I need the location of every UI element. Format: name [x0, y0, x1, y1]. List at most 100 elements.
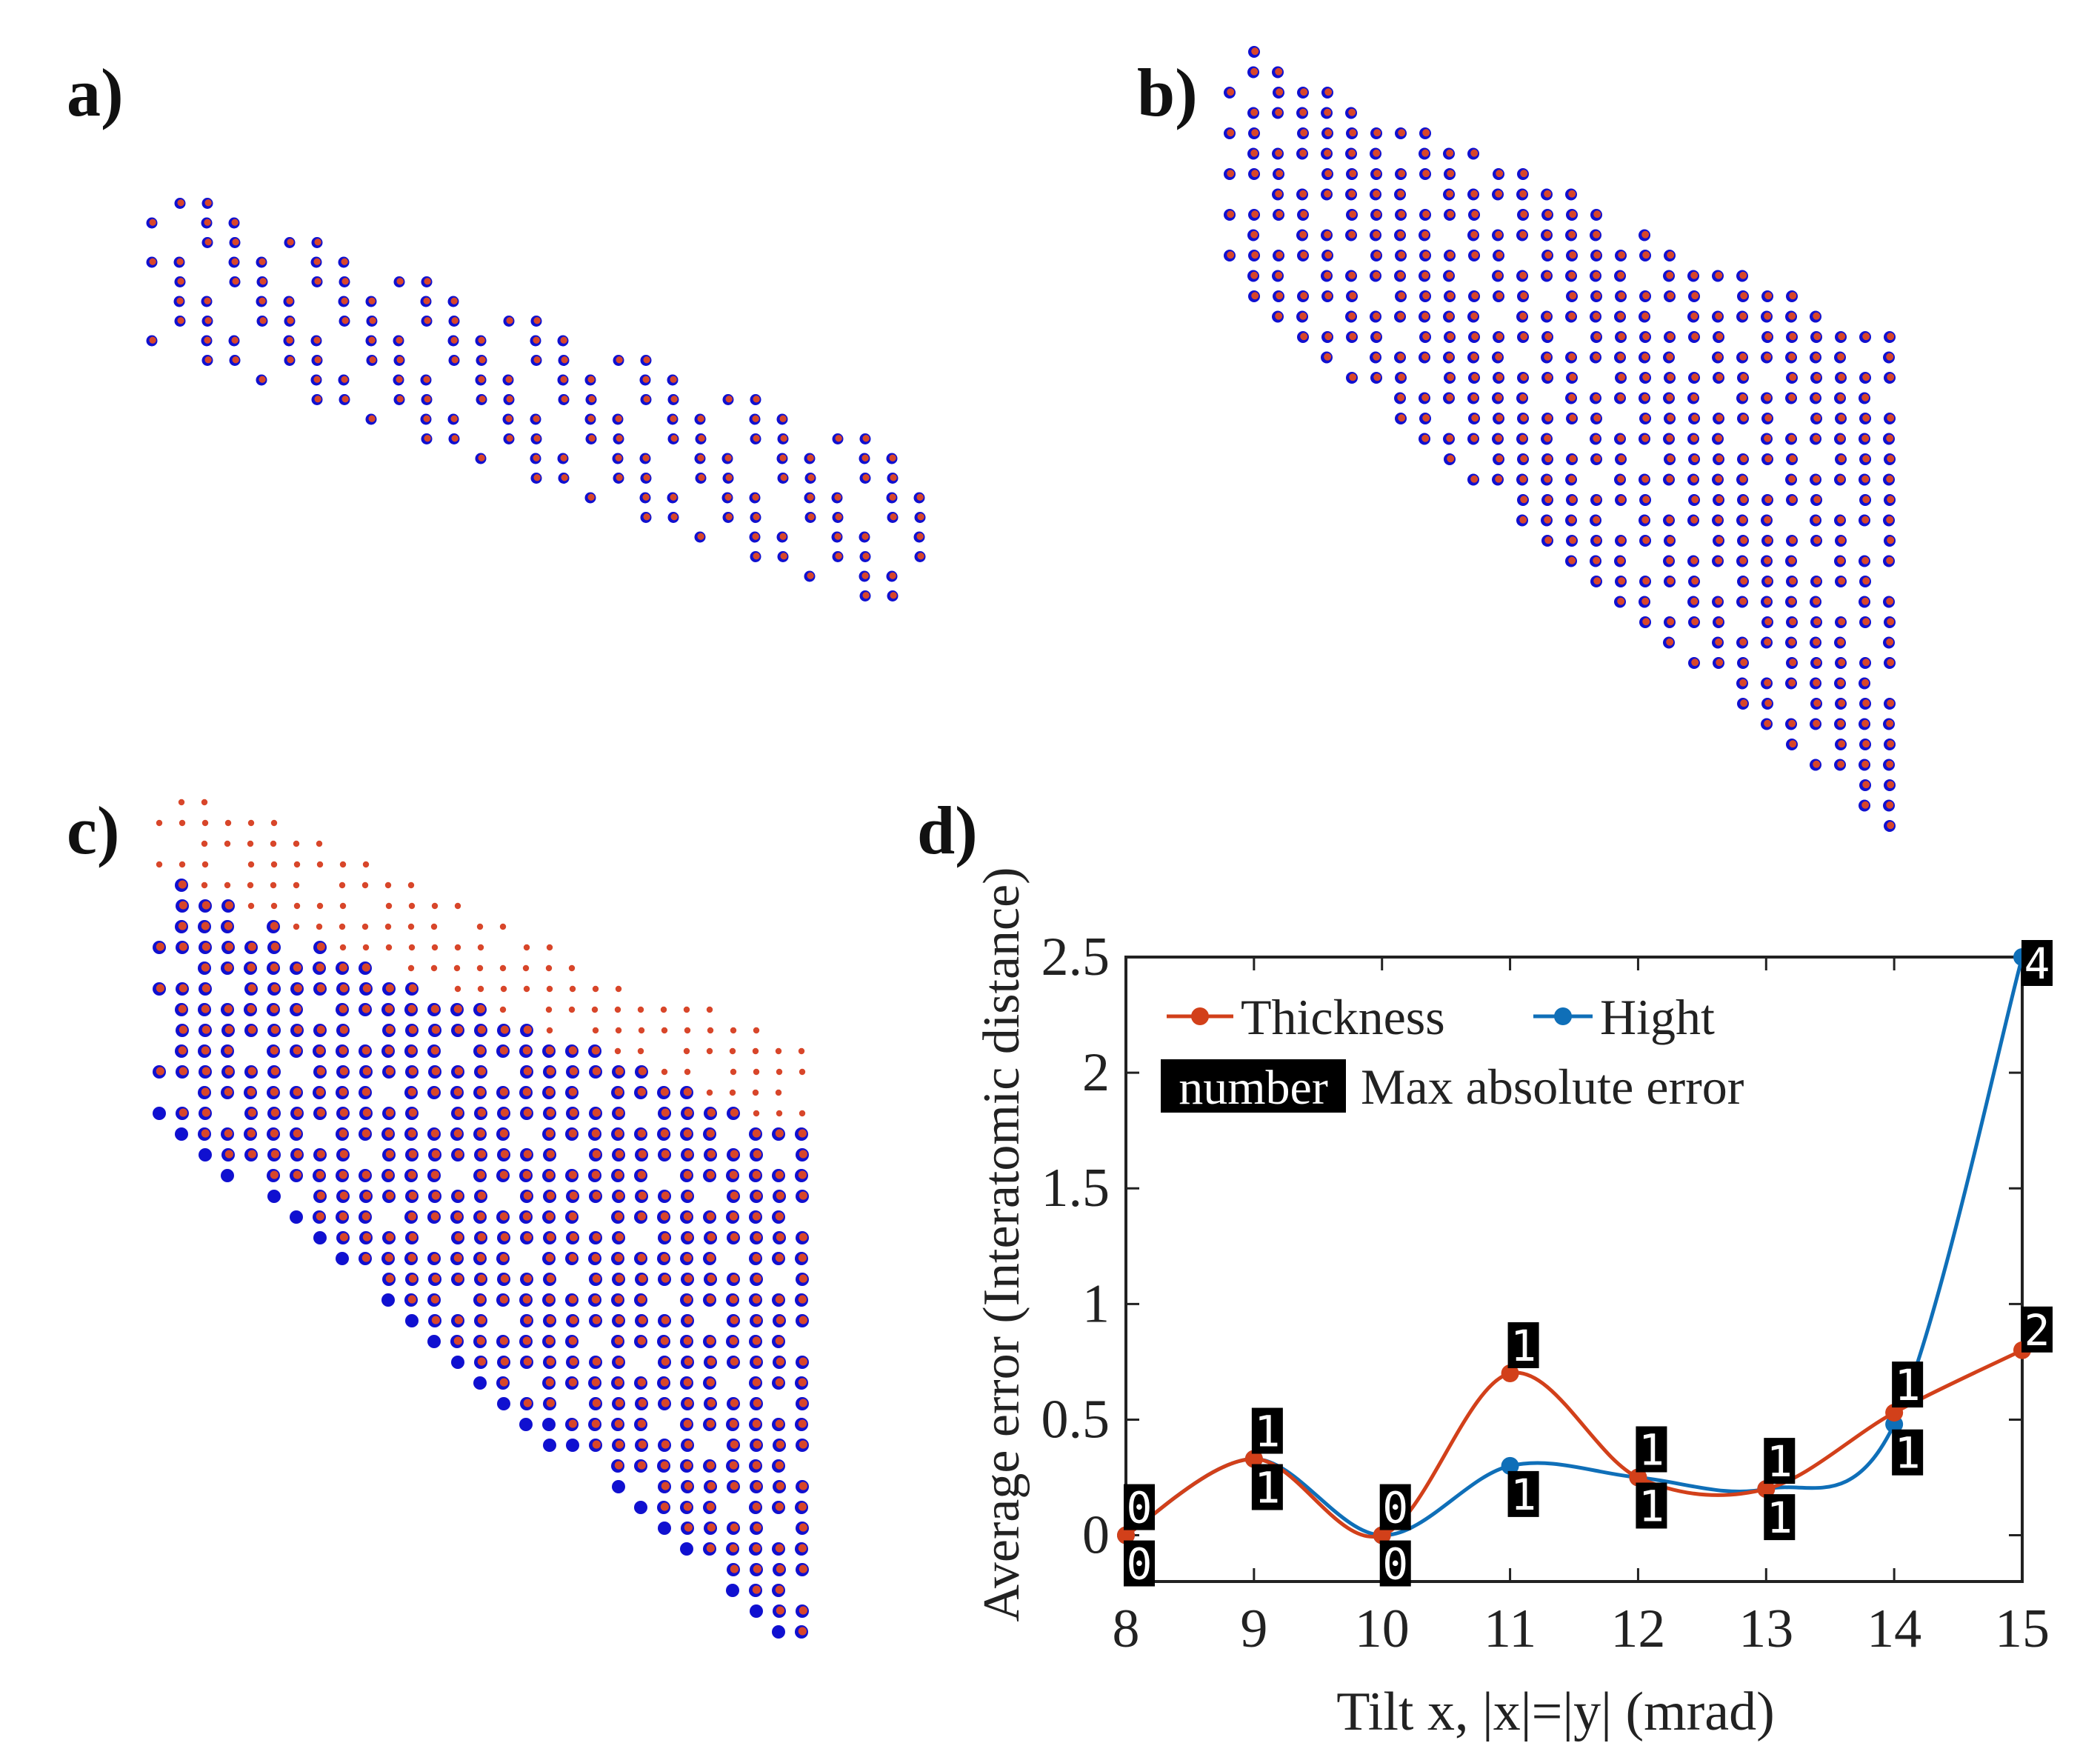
atom-dot — [1887, 455, 1895, 463]
atom-dot — [775, 1129, 784, 1138]
atom-dot — [450, 297, 458, 304]
atom-dot — [546, 1027, 553, 1034]
atom-dot — [835, 435, 842, 442]
atom-dot — [614, 1006, 621, 1013]
atom-dot — [1642, 414, 1650, 422]
atom-dot — [247, 840, 254, 847]
atom-dot — [807, 513, 815, 521]
atom-dot — [407, 1004, 416, 1013]
atom-dot — [177, 199, 184, 207]
atom-dot — [476, 923, 484, 930]
atom-dot — [1250, 149, 1259, 157]
atom-dot — [1471, 251, 1479, 259]
atom-dot — [615, 1274, 624, 1283]
atom-dot — [591, 1046, 600, 1055]
atom-dot — [752, 493, 759, 501]
atom-dot — [1813, 659, 1821, 667]
atom-dot — [156, 984, 164, 993]
y-tick-label: 1.5 — [1041, 1158, 1110, 1219]
atom-dot — [287, 239, 294, 246]
atom-dot — [385, 1025, 394, 1034]
atom-dot — [362, 1233, 371, 1242]
atom-dot — [1789, 659, 1797, 667]
atom-dot — [270, 984, 279, 993]
atom-dot — [1544, 496, 1553, 504]
atom-dot — [1886, 516, 1894, 524]
atom-dot — [588, 435, 596, 442]
atom-dot — [592, 1108, 601, 1117]
atom-dot — [1691, 333, 1699, 341]
atom-dot — [697, 415, 704, 422]
atom-dot — [1299, 190, 1307, 198]
atom-dot — [1300, 292, 1308, 300]
atom-dot — [384, 1004, 393, 1013]
atom-dot — [270, 1108, 279, 1117]
atom-dot — [615, 1150, 624, 1159]
atom-dot — [1397, 271, 1405, 279]
atom-dot — [1716, 618, 1724, 626]
atom-dot — [642, 454, 650, 461]
atom-dot — [1837, 353, 1845, 361]
atom-dot — [156, 1067, 164, 1076]
x-tick-label: 13 — [1739, 1599, 1793, 1659]
atom-dot — [546, 1108, 555, 1117]
atom-dot — [1617, 271, 1625, 279]
atom-dot — [177, 317, 184, 324]
atom-dot — [339, 944, 347, 951]
atom-dot — [361, 1087, 370, 1096]
atom-dot — [1666, 271, 1674, 279]
atom-dot — [408, 1274, 417, 1283]
atom-dot — [1618, 455, 1626, 463]
atom-dot — [368, 297, 376, 304]
atom-dot — [1593, 230, 1601, 239]
atom-dot — [1349, 333, 1357, 341]
atom-dot — [1568, 190, 1576, 198]
atom-dot — [776, 1068, 783, 1076]
atom-dot — [407, 1170, 416, 1179]
atom-dot — [1642, 577, 1650, 585]
atom-dot — [1251, 292, 1259, 300]
atom-dot — [385, 944, 393, 951]
atom-dot — [670, 435, 678, 442]
atom-dot — [1666, 516, 1674, 524]
atom-dot — [1569, 251, 1577, 259]
atom-dot — [423, 415, 430, 422]
atom-dot — [730, 1027, 737, 1034]
atom-dot — [424, 278, 431, 285]
atom-dot — [179, 1067, 187, 1076]
atom-dot — [1421, 353, 1430, 361]
atom-dot — [1275, 312, 1283, 320]
atom-dot — [545, 964, 553, 972]
atom-dot — [247, 819, 255, 827]
atom-dot — [408, 1067, 417, 1076]
atom-dot — [1496, 414, 1504, 422]
atom-dot — [247, 1025, 256, 1034]
atom-dot — [889, 454, 896, 461]
atom-dot — [1691, 577, 1699, 585]
atom-dot — [1691, 496, 1699, 504]
atom-dot — [568, 1129, 577, 1138]
atom-dot — [1398, 292, 1406, 300]
atom-dot — [683, 1087, 692, 1096]
atom-dot — [293, 861, 301, 868]
atom-dot — [290, 1210, 303, 1224]
atom-dot — [293, 882, 300, 889]
atom-dot — [247, 1067, 256, 1076]
atom-dot — [1642, 618, 1650, 626]
atom-dot — [706, 1006, 713, 1013]
atom-dot — [861, 533, 869, 540]
atom-dot — [1373, 251, 1381, 259]
atom-dot — [1250, 108, 1259, 116]
atom-dot — [1739, 353, 1747, 361]
atom-dot — [1373, 170, 1381, 178]
atom-dot — [684, 1108, 693, 1117]
atom-dot — [569, 1233, 578, 1242]
atom-dot — [546, 1150, 555, 1159]
error-tag-label: 0 — [1127, 1483, 1153, 1533]
atom-dot — [231, 258, 239, 265]
atom-dot — [533, 454, 540, 461]
atom-dot — [1739, 312, 1747, 320]
error-tag-label: 1 — [1895, 1360, 1921, 1410]
atom-dot — [637, 1170, 646, 1179]
atom-dot — [546, 1233, 555, 1242]
